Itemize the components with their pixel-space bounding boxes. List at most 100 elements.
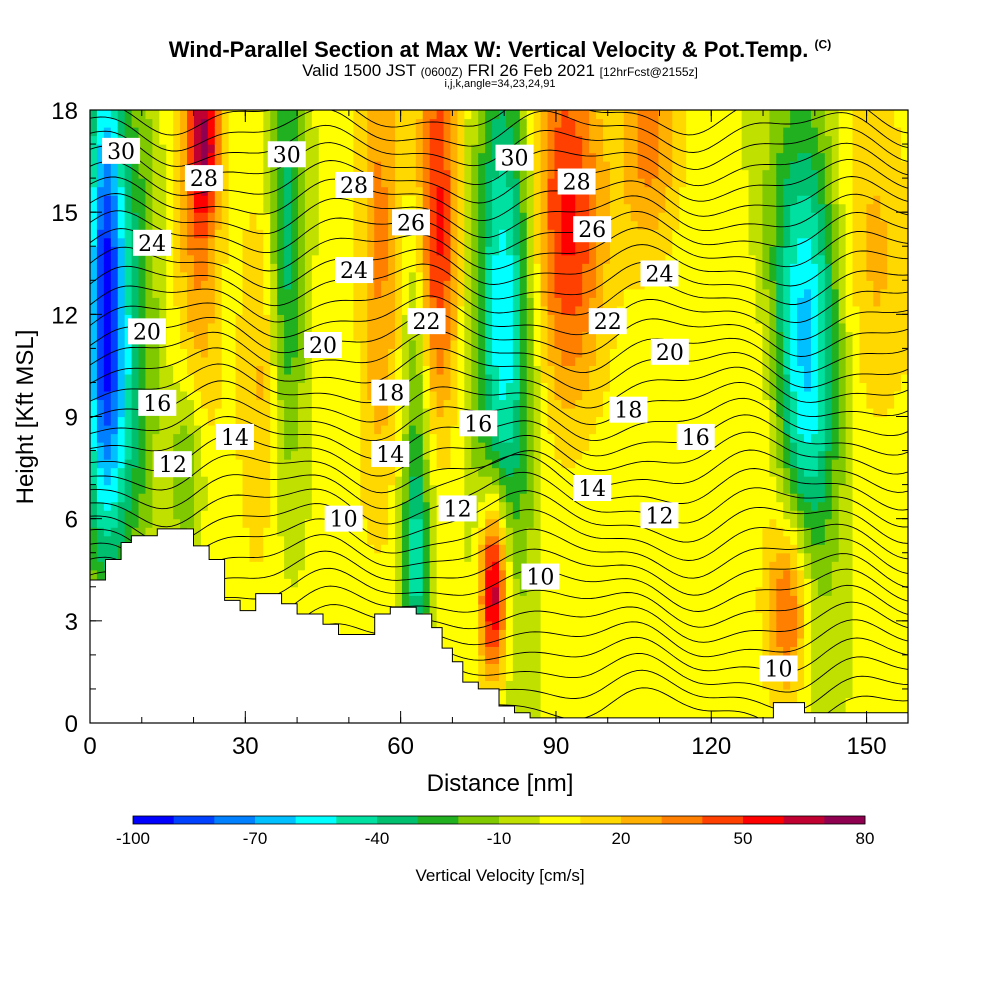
velocity-cell bbox=[422, 186, 431, 196]
velocity-cell bbox=[124, 493, 133, 503]
velocity-cell bbox=[519, 407, 528, 418]
velocity-cell bbox=[339, 629, 348, 639]
velocity-cell bbox=[457, 450, 465, 460]
velocity-cell bbox=[297, 254, 306, 264]
velocity-cell bbox=[284, 390, 292, 401]
velocity-cell bbox=[408, 459, 417, 469]
velocity-cell bbox=[485, 288, 493, 298]
velocity-cell bbox=[159, 186, 167, 196]
velocity-cell bbox=[540, 331, 549, 341]
velocity-cell bbox=[561, 161, 569, 171]
velocity-cell bbox=[540, 407, 549, 418]
velocity-cell bbox=[256, 331, 264, 341]
velocity-cell bbox=[256, 314, 264, 324]
velocity-cell bbox=[450, 459, 458, 469]
velocity-cell bbox=[214, 501, 223, 511]
velocity-cell bbox=[318, 595, 327, 605]
velocity-cell bbox=[540, 612, 549, 622]
velocity-cell bbox=[263, 178, 271, 188]
velocity-cell bbox=[561, 612, 569, 622]
velocity-cell bbox=[415, 561, 424, 571]
velocity-cell bbox=[346, 425, 355, 435]
velocity-cell bbox=[360, 612, 368, 622]
velocity-cell bbox=[159, 484, 167, 494]
velocity-cell bbox=[401, 237, 410, 247]
velocity-cell bbox=[499, 254, 507, 264]
velocity-cell bbox=[263, 390, 271, 401]
velocity-cell bbox=[505, 237, 514, 247]
velocity-cell bbox=[228, 195, 237, 205]
velocity-cell bbox=[339, 322, 348, 332]
velocity-cell bbox=[138, 450, 147, 460]
velocity-cell bbox=[505, 425, 514, 435]
velocity-cell bbox=[422, 280, 431, 290]
velocity-cell bbox=[249, 544, 257, 554]
velocity-cell bbox=[110, 271, 119, 281]
velocity-cell bbox=[540, 493, 549, 503]
velocity-cell bbox=[526, 654, 535, 664]
velocity-cell bbox=[478, 322, 486, 332]
velocity-cell bbox=[297, 493, 306, 503]
velocity-cell bbox=[353, 297, 361, 307]
velocity-cell bbox=[450, 450, 458, 460]
velocity-cell bbox=[554, 110, 562, 120]
velocity-cell bbox=[401, 280, 410, 290]
velocity-cell bbox=[346, 552, 355, 562]
velocity-cell bbox=[540, 595, 549, 605]
velocity-cell bbox=[485, 646, 493, 656]
velocity-cell bbox=[436, 450, 445, 460]
velocity-cell bbox=[332, 229, 341, 239]
velocity-cell bbox=[235, 416, 244, 426]
velocity-cell bbox=[443, 476, 452, 486]
velocity-cell bbox=[346, 442, 355, 452]
velocity-cell bbox=[505, 493, 514, 503]
velocity-cell bbox=[187, 399, 195, 409]
velocity-cell bbox=[124, 186, 133, 196]
velocity-cell bbox=[464, 280, 472, 290]
velocity-cell bbox=[561, 390, 569, 401]
velocity-cell bbox=[561, 578, 569, 588]
velocity-cell bbox=[332, 127, 341, 137]
velocity-cell bbox=[561, 237, 569, 247]
velocity-cell bbox=[353, 527, 361, 537]
velocity-cell bbox=[159, 263, 167, 273]
velocity-cell bbox=[436, 186, 445, 196]
velocity-cell bbox=[173, 237, 181, 247]
velocity-cell bbox=[325, 484, 334, 494]
velocity-cell bbox=[367, 288, 375, 298]
velocity-cell bbox=[561, 322, 569, 332]
chart-subtitle: Valid 1500 JST (0600Z) FRI 26 Feb 2021 [… bbox=[0, 61, 1000, 81]
velocity-cell bbox=[200, 322, 209, 332]
velocity-cell bbox=[256, 390, 264, 401]
velocity-cell bbox=[415, 152, 424, 162]
velocity-cell bbox=[415, 407, 424, 418]
velocity-cell bbox=[270, 169, 278, 179]
velocity-cell bbox=[173, 314, 181, 324]
velocity-cell bbox=[325, 535, 334, 545]
velocity-cell bbox=[249, 373, 257, 384]
velocity-cell bbox=[180, 348, 188, 358]
velocity-cell bbox=[478, 288, 486, 298]
velocity-cell bbox=[242, 331, 251, 341]
velocity-cell bbox=[145, 459, 153, 469]
velocity-cell bbox=[291, 425, 299, 435]
velocity-cell bbox=[200, 280, 209, 290]
velocity-cell bbox=[415, 186, 424, 196]
velocity-cell bbox=[207, 280, 216, 290]
velocity-cell bbox=[554, 297, 562, 307]
velocity-cell bbox=[485, 246, 493, 256]
velocity-cell bbox=[443, 365, 452, 375]
velocity-cell bbox=[332, 135, 341, 145]
velocity-cell bbox=[519, 527, 528, 537]
velocity-cell bbox=[228, 254, 237, 264]
velocity-cell bbox=[103, 237, 112, 247]
velocity-cell bbox=[533, 680, 542, 690]
velocity-cell bbox=[353, 331, 361, 341]
velocity-cell bbox=[408, 442, 417, 452]
velocity-cell bbox=[422, 518, 431, 528]
velocity-cell bbox=[291, 552, 299, 562]
velocity-cell bbox=[277, 322, 285, 332]
velocity-cell bbox=[325, 186, 334, 196]
velocity-cell bbox=[152, 425, 160, 435]
velocity-cell bbox=[96, 416, 105, 426]
